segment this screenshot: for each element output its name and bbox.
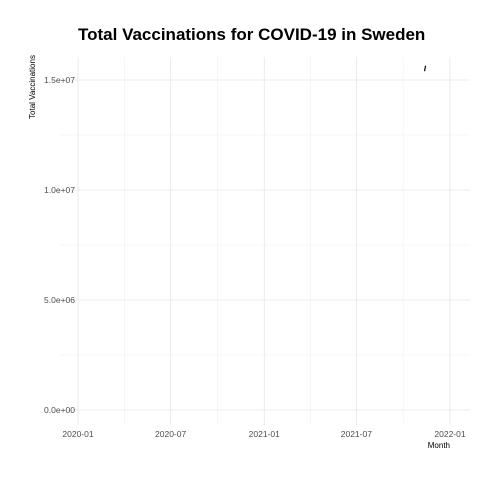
- y-axis-label: Total Vaccinations: [28, 55, 37, 119]
- y-tick-label: 0.0e+00: [44, 405, 75, 415]
- x-axis-label: Month: [428, 441, 450, 450]
- series-line: [425, 66, 426, 72]
- series-lines: [425, 66, 426, 72]
- x-tick-label: 2020-01: [62, 429, 93, 439]
- x-tick-label: 2020-07: [155, 429, 186, 439]
- x-tick-label: 2022-01: [434, 429, 465, 439]
- y-tick-label: 1.5e+07: [44, 75, 75, 85]
- y-tick-label: 5.0e+06: [44, 295, 75, 305]
- x-tick-label: 2021-01: [249, 429, 280, 439]
- major-gridlines: [60, 57, 470, 425]
- y-tick-label: 1.0e+07: [44, 185, 75, 195]
- x-tick-labels: 2020-01 2020-07 2021-01 2021-07 2022-01: [62, 429, 465, 439]
- x-tick-label: 2021-07: [341, 429, 372, 439]
- chart-title: Total Vaccinations for COVID-19 in Swede…: [78, 25, 425, 45]
- minor-gridlines: [60, 57, 470, 425]
